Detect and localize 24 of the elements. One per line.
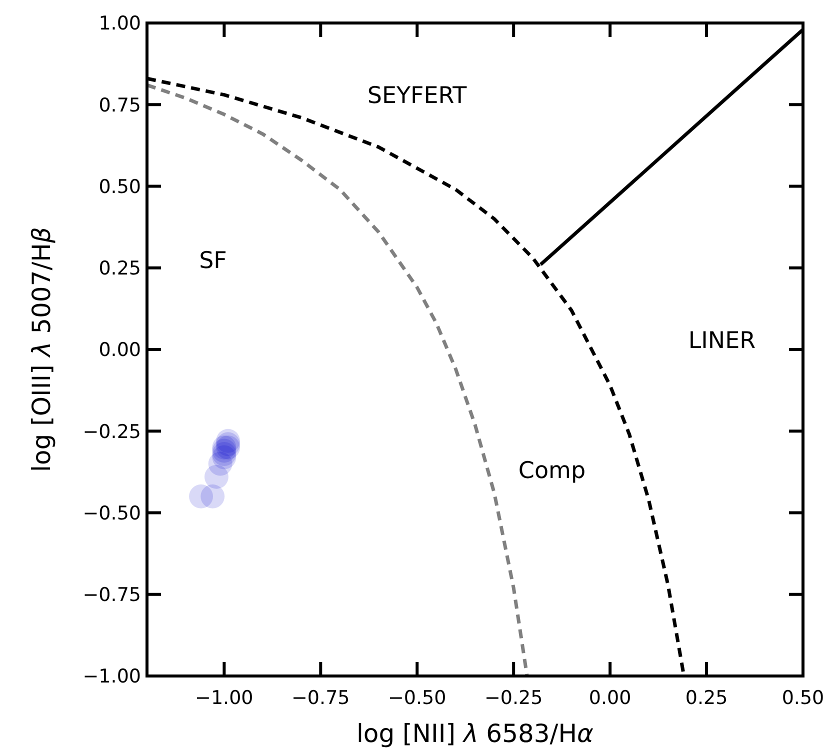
- x-tick-label: −1.00: [195, 687, 254, 709]
- x-tick-label: 0.00: [588, 687, 632, 709]
- x-tick-label: 0.50: [782, 687, 824, 709]
- point: [189, 484, 214, 508]
- y-axis-title: log [OIII] λ 5007/Hβ: [27, 227, 56, 472]
- y-tick-label: 0.75: [98, 94, 141, 116]
- y-tick-label: −1.00: [82, 666, 141, 688]
- x-axis-title: log [NII] λ 6583/Hα: [356, 719, 594, 748]
- annotation: Comp: [518, 458, 586, 484]
- x-tick-label: 0.25: [685, 687, 728, 709]
- point: [204, 464, 228, 489]
- y-tick-label: 0.25: [98, 258, 141, 280]
- y-tick-label: 0.00: [98, 339, 141, 362]
- x-tick-label: −0.75: [292, 687, 350, 709]
- annotation: LINER: [688, 328, 756, 354]
- y-tick-label: −0.75: [82, 584, 141, 606]
- y-tick-label: −0.25: [82, 420, 141, 443]
- y-tick-label: 1.00: [98, 12, 141, 35]
- annotation: SEYFERT: [367, 83, 468, 110]
- x-tick-label: −0.50: [388, 687, 446, 709]
- y-tick-label: −0.50: [82, 502, 141, 524]
- x-tick-label: −0.25: [484, 687, 543, 709]
- annotation: SF: [199, 248, 227, 274]
- y-tick-label: 0.50: [98, 176, 141, 198]
